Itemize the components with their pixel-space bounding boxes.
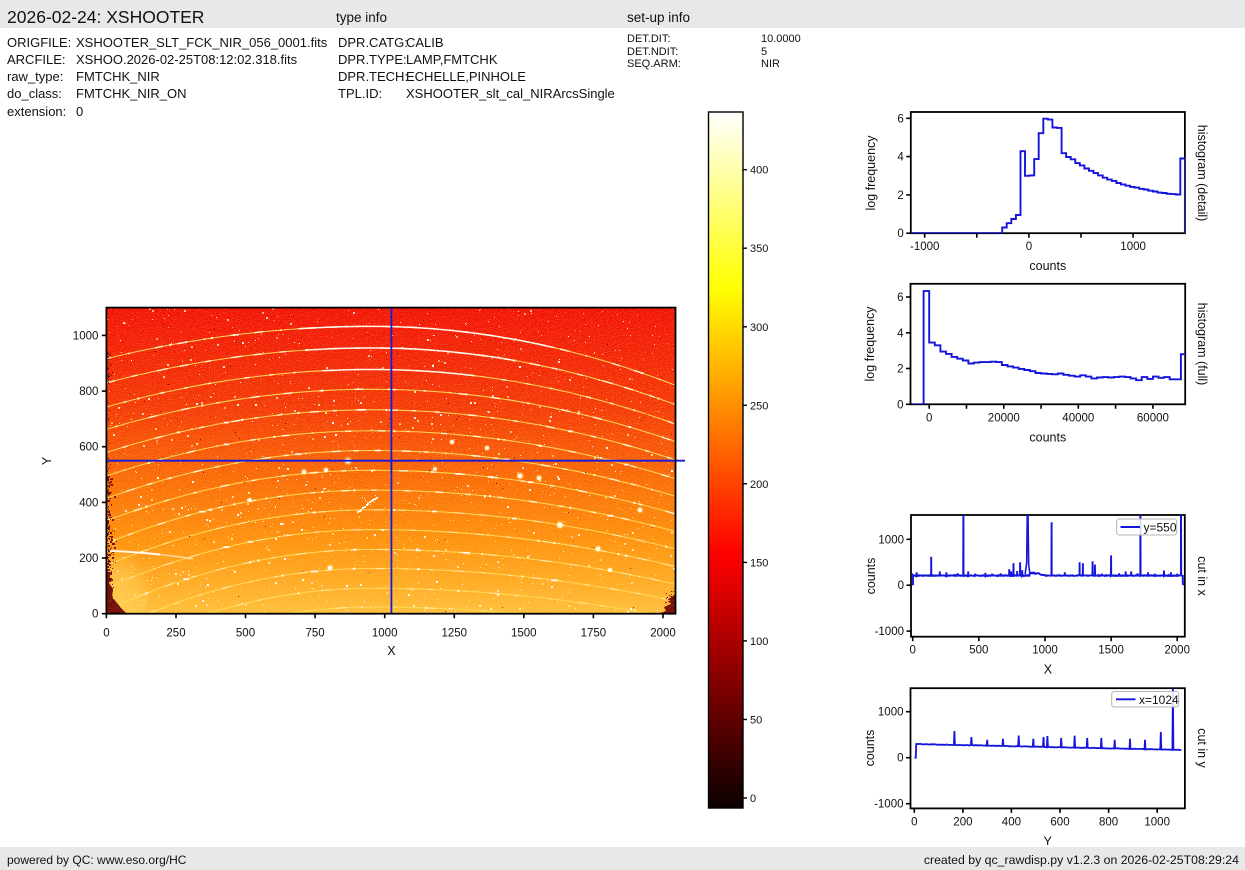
svg-text:counts: counts [1029,259,1066,273]
svg-text:500: 500 [236,628,255,640]
svg-text:-1000: -1000 [875,626,904,638]
svg-text:0: 0 [1026,241,1032,253]
svg-text:1000: 1000 [1120,241,1146,253]
svg-text:log frequency: log frequency [863,306,877,382]
svg-text:cut in y: cut in y [1195,728,1209,768]
svg-text:histogram (detail): histogram (detail) [1195,125,1209,222]
svg-text:6: 6 [897,113,903,125]
svg-text:0: 0 [909,645,915,657]
svg-text:Y: Y [1044,834,1053,845]
svg-text:6: 6 [897,292,903,304]
svg-text:400: 400 [750,165,768,177]
svg-text:200: 200 [953,816,972,828]
svg-text:0: 0 [897,399,903,411]
svg-text:cut in x: cut in x [1195,556,1209,596]
svg-text:600: 600 [79,442,98,454]
svg-text:4: 4 [897,152,904,164]
svg-text:histogram (full): histogram (full) [1195,303,1209,386]
svg-text:Y: Y [40,456,54,465]
svg-text:X: X [387,644,396,658]
svg-text:500: 500 [969,645,988,657]
svg-text:2: 2 [897,190,903,202]
svg-text:1500: 1500 [511,628,537,640]
svg-text:log frequency: log frequency [864,135,878,211]
svg-text:0: 0 [103,628,109,640]
svg-text:60000: 60000 [1137,412,1169,424]
svg-text:20000: 20000 [988,412,1020,424]
svg-text:1500: 1500 [1098,645,1124,657]
svg-text:x=1024: x=1024 [1139,693,1179,707]
svg-text:1000: 1000 [1032,645,1058,657]
svg-text:800: 800 [1099,816,1118,828]
svg-text:1000: 1000 [372,628,398,640]
svg-text:0: 0 [898,580,904,592]
svg-text:100: 100 [750,636,768,648]
svg-text:750: 750 [306,628,325,640]
svg-text:400: 400 [1002,816,1021,828]
svg-text:200: 200 [750,479,768,491]
svg-text:1000: 1000 [1144,816,1170,828]
svg-text:350: 350 [750,243,768,255]
svg-text:1000: 1000 [73,330,99,342]
svg-text:0: 0 [897,228,903,240]
svg-text:counts: counts [863,730,877,767]
svg-text:2000: 2000 [1164,645,1190,657]
svg-text:150: 150 [750,557,768,569]
svg-text:250: 250 [166,628,185,640]
svg-text:50: 50 [750,715,762,727]
svg-text:0: 0 [911,816,917,828]
svg-text:4: 4 [897,328,904,340]
svg-text:counts: counts [1029,430,1066,444]
svg-text:X: X [1044,663,1053,677]
svg-text:1250: 1250 [442,628,468,640]
svg-text:2000: 2000 [650,628,676,640]
svg-text:0: 0 [926,412,932,424]
svg-text:800: 800 [79,386,98,398]
svg-text:1750: 1750 [581,628,607,640]
svg-text:y=550: y=550 [1144,521,1177,535]
svg-text:250: 250 [750,400,768,412]
svg-text:0: 0 [92,609,98,621]
svg-text:300: 300 [750,322,768,334]
svg-text:1000: 1000 [878,707,904,719]
svg-text:400: 400 [79,497,98,509]
svg-text:2: 2 [897,364,903,376]
svg-text:600: 600 [1050,816,1069,828]
svg-text:1000: 1000 [878,534,904,546]
svg-text:200: 200 [79,553,98,565]
svg-text:counts: counts [864,558,878,595]
svg-text:0: 0 [897,753,903,765]
svg-text:-1000: -1000 [910,241,939,253]
svg-text:40000: 40000 [1062,412,1094,424]
svg-text:0: 0 [750,793,756,805]
svg-text:-1000: -1000 [874,799,903,811]
